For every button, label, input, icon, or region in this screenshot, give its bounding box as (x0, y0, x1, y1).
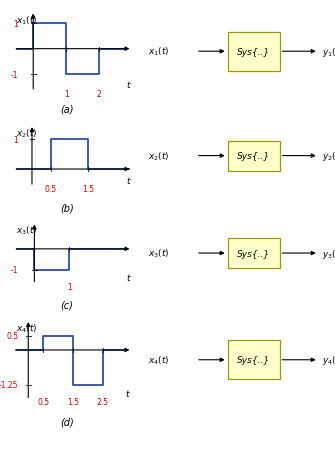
Text: 0.5: 0.5 (37, 397, 49, 406)
Text: (a): (a) (60, 104, 74, 114)
Text: $t$: $t$ (126, 272, 131, 282)
Text: (b): (b) (60, 203, 74, 213)
Text: $x_3(t)$: $x_3(t)$ (16, 224, 38, 237)
Text: $x_1(t)$: $x_1(t)$ (16, 14, 38, 26)
Text: $y_3(t)$: $y_3(t)$ (322, 247, 335, 260)
Text: (c): (c) (61, 300, 73, 310)
FancyBboxPatch shape (227, 32, 280, 71)
Text: -1.25: -1.25 (0, 381, 18, 390)
FancyBboxPatch shape (227, 141, 280, 171)
Text: 1: 1 (64, 89, 69, 98)
Text: $x_1(t)$: $x_1(t)$ (148, 46, 169, 58)
Text: $x_2(t)$: $x_2(t)$ (16, 127, 38, 139)
Text: Sys{..}: Sys{..} (237, 48, 270, 56)
Text: 2.5: 2.5 (96, 397, 109, 406)
Text: $x_4(t)$: $x_4(t)$ (148, 354, 169, 366)
Text: Sys{..}: Sys{..} (237, 249, 270, 258)
Text: $x_3(t)$: $x_3(t)$ (148, 247, 169, 260)
Text: $t$: $t$ (126, 79, 131, 90)
Text: $y_4(t)$: $y_4(t)$ (322, 353, 335, 367)
Text: $t$: $t$ (126, 175, 131, 185)
Text: 1.5: 1.5 (67, 397, 79, 406)
Text: 1: 1 (13, 20, 18, 29)
Text: $y_1(t)$: $y_1(t)$ (322, 45, 335, 59)
Text: -1: -1 (11, 70, 18, 79)
Text: $t$: $t$ (126, 387, 131, 398)
Text: 0.5: 0.5 (45, 185, 57, 194)
Text: 1: 1 (13, 135, 18, 144)
Text: 0.5: 0.5 (6, 332, 18, 341)
FancyBboxPatch shape (227, 238, 280, 269)
Text: $x_4(t)$: $x_4(t)$ (16, 322, 38, 334)
Text: 2: 2 (97, 89, 102, 98)
Text: 1.5: 1.5 (82, 185, 94, 194)
Text: $y_2(t)$: $y_2(t)$ (322, 150, 335, 163)
Text: 1: 1 (67, 282, 72, 291)
Text: (d): (d) (60, 417, 74, 427)
FancyBboxPatch shape (227, 341, 280, 380)
Text: $x_2(t)$: $x_2(t)$ (148, 150, 169, 163)
Text: Sys{..}: Sys{..} (237, 356, 270, 364)
Text: -1: -1 (11, 266, 18, 275)
Text: Sys{..}: Sys{..} (237, 152, 270, 161)
